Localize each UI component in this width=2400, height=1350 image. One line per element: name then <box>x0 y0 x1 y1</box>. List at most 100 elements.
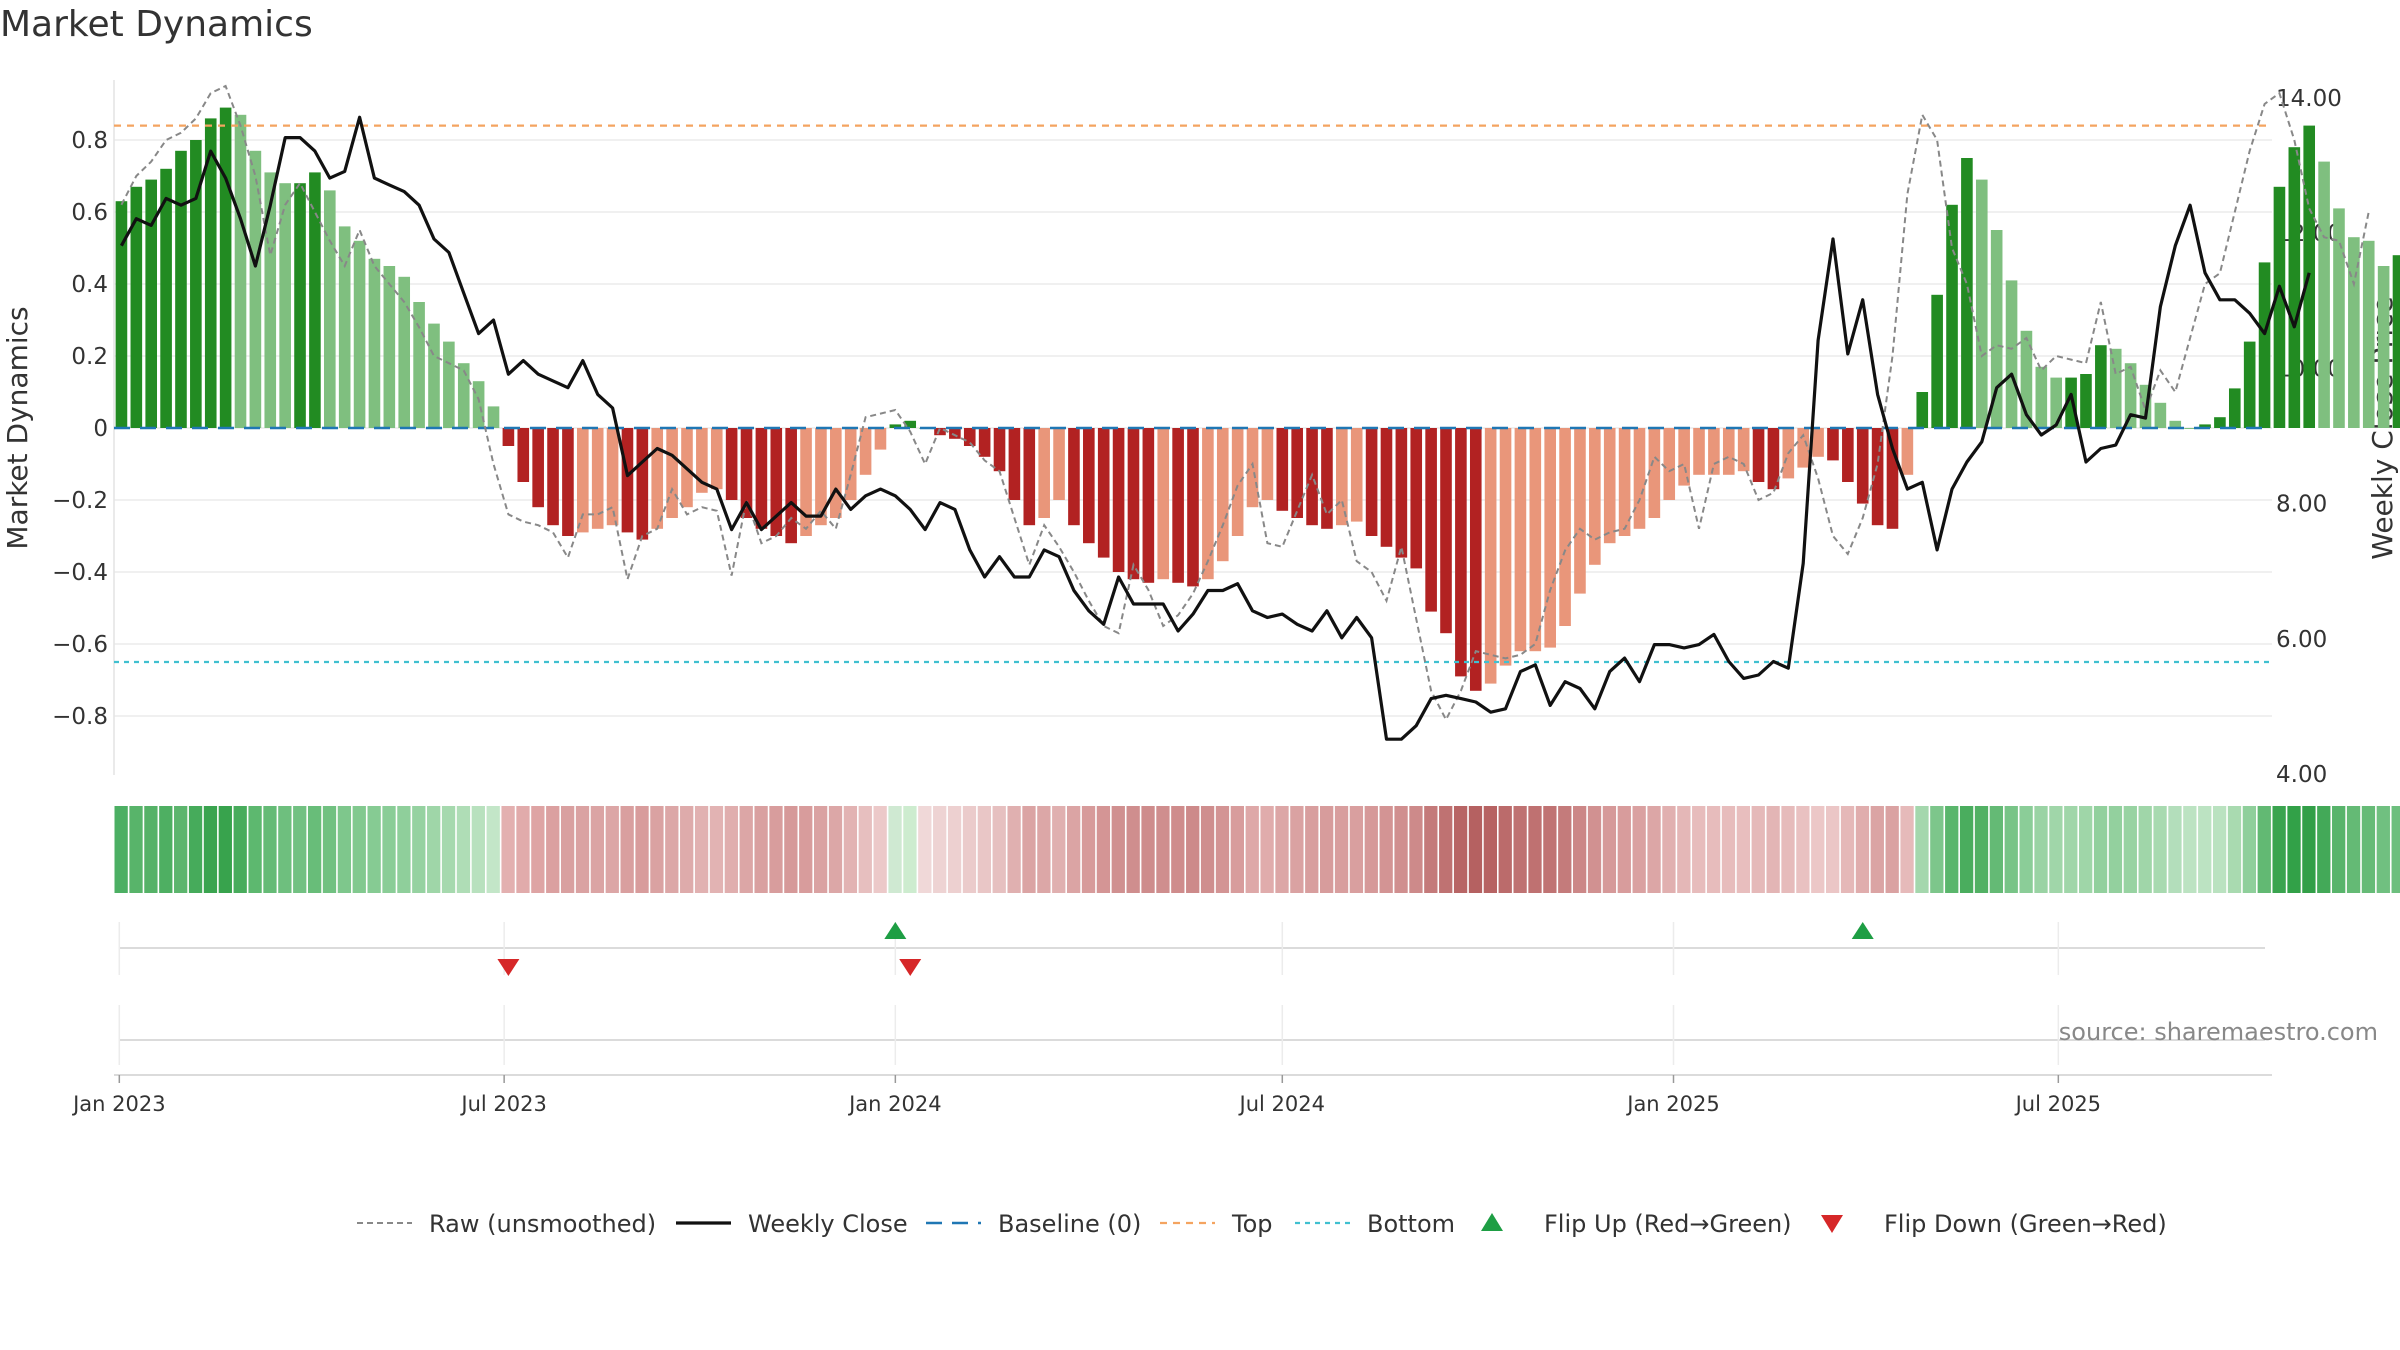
momentum-bar <box>1321 428 1333 529</box>
momentum-bar <box>1157 428 1170 580</box>
ribbon-cell <box>1647 806 1661 893</box>
ribbon-cell <box>694 806 709 893</box>
ribbon-cell <box>1528 806 1542 893</box>
momentum-bar <box>1648 428 1661 518</box>
ribbon-cell <box>1736 806 1751 893</box>
ribbon-cell <box>2332 806 2346 893</box>
ribbon-cell <box>441 806 456 893</box>
ribbon-cell <box>918 806 932 893</box>
ribbon-cell <box>486 806 500 893</box>
momentum-bar <box>978 428 991 457</box>
ribbon-cell <box>1200 806 1215 893</box>
momentum-bar <box>1559 428 1571 626</box>
momentum-bar <box>219 107 232 428</box>
momentum-bar <box>1023 428 1036 526</box>
momentum-bar <box>785 428 797 544</box>
ribbon-cell <box>129 806 143 893</box>
momentum-bar <box>1083 428 1095 544</box>
momentum-bar <box>2154 402 2167 428</box>
ribbon-cell <box>322 806 337 893</box>
momentum-bar <box>815 428 827 526</box>
momentum-bar <box>1708 428 1720 475</box>
momentum-bar <box>204 118 217 429</box>
chart-title: Market Dynamics <box>0 4 313 45</box>
momentum-bar <box>606 428 619 526</box>
momentum-bar <box>1276 428 1289 511</box>
momentum-bar <box>1202 428 1214 580</box>
ribbon-cell <box>680 806 694 893</box>
momentum-bar <box>2243 341 2256 428</box>
ribbon-cell <box>218 806 232 893</box>
ribbon-cell <box>724 806 738 893</box>
momentum-bar <box>934 428 946 436</box>
ribbon-cell <box>427 806 441 893</box>
momentum-bar <box>1350 428 1363 522</box>
ribbon-cell <box>2272 806 2286 893</box>
flip-up-marker <box>1851 922 1874 939</box>
x-tick-label: Jul 2025 <box>2014 1092 2101 1116</box>
source-label: source: sharemaestro.com <box>2059 1018 2378 1046</box>
y-right-tick-label: 14.00 <box>2276 86 2342 112</box>
momentum-bar <box>1365 428 1378 536</box>
y-left-tick-label: 0 <box>93 416 108 442</box>
momentum-bar <box>2348 237 2360 428</box>
ribbon-cell <box>1900 806 1914 893</box>
ribbon-cell <box>1573 806 1587 893</box>
momentum-bar <box>1916 392 1929 428</box>
momentum-bar <box>428 323 440 428</box>
momentum-bar <box>2020 330 2033 428</box>
momentum-bar <box>1886 428 1899 529</box>
legend-label: Flip Down (Green→Red) <box>1884 1210 2167 1238</box>
momentum-bar <box>517 428 530 482</box>
momentum-bar <box>190 140 202 428</box>
ribbon-cell <box>1811 806 1825 893</box>
ribbon-cell <box>1156 806 1170 893</box>
ribbon-cell <box>1498 806 1512 893</box>
ribbon-cell <box>2227 806 2242 893</box>
legend-flip-down-swatch <box>1821 1215 1843 1233</box>
momentum-bar <box>2005 280 2018 428</box>
momentum-bar <box>874 428 887 450</box>
momentum-bar <box>2362 240 2375 428</box>
ribbon-cell <box>1349 806 1364 893</box>
momentum-bar <box>1931 294 1943 428</box>
momentum-bar <box>651 428 664 529</box>
momentum-bar <box>1499 428 1512 666</box>
momentum-bar <box>2273 186 2286 428</box>
ribbon-cell <box>933 806 947 893</box>
ribbon-cell <box>2138 806 2152 893</box>
legend-label: Bottom <box>1367 1210 1455 1238</box>
momentum-bar <box>1946 204 1958 428</box>
momentum-bar <box>710 428 723 490</box>
momentum-bar <box>1961 158 1973 428</box>
y-left-tick-label: −0.6 <box>52 632 108 658</box>
momentum-bar <box>591 428 604 529</box>
momentum-bar <box>2377 266 2390 428</box>
flip-down-marker <box>899 959 922 976</box>
momentum-bar <box>2228 388 2241 428</box>
momentum-bar <box>1008 428 1021 500</box>
flip-up-marker <box>884 922 907 939</box>
ribbon-cell <box>1066 806 1081 893</box>
ribbon-cell <box>188 806 203 893</box>
momentum-bar <box>2050 377 2063 428</box>
momentum-bar <box>2199 424 2211 428</box>
ribbon-cell <box>799 806 813 893</box>
momentum-bar <box>1336 428 1348 526</box>
ribbon-cell <box>560 806 575 893</box>
momentum-bar <box>2288 147 2301 428</box>
momentum-bar <box>130 186 143 428</box>
x-tick-label: Jul 2024 <box>1238 1092 1325 1116</box>
momentum-bar <box>1603 428 1616 544</box>
momentum-bar <box>577 428 589 533</box>
ribbon-cell <box>1959 806 1974 893</box>
ribbon-cell <box>456 806 471 893</box>
ribbon-cell <box>903 806 917 893</box>
momentum-bar <box>2333 208 2345 428</box>
ribbon-cell <box>813 806 828 893</box>
momentum-bar <box>1514 428 1527 652</box>
ribbon-cell <box>2168 806 2182 893</box>
ribbon-cell <box>397 806 411 893</box>
momentum-bar <box>2392 255 2400 428</box>
momentum-bar <box>1589 428 1601 565</box>
